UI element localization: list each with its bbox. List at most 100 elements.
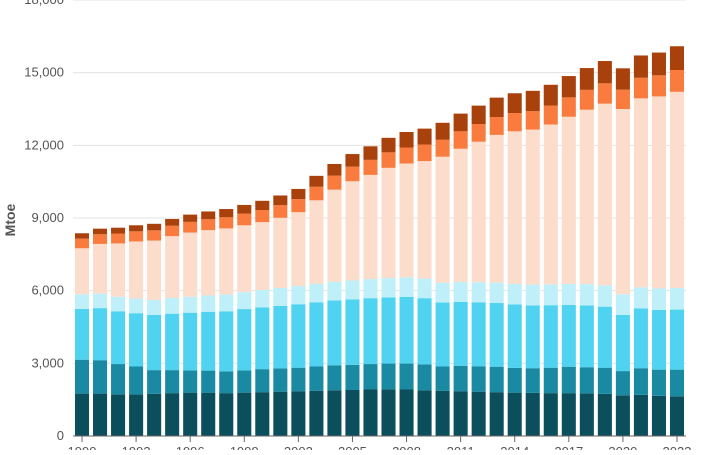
bar-segment[interactable] (561, 393, 576, 436)
bar-segment[interactable] (561, 116, 576, 284)
bar-segment[interactable] (273, 305, 288, 369)
bar-segment[interactable] (327, 300, 342, 366)
bar-segment[interactable] (633, 287, 648, 309)
bar-segment[interactable] (561, 283, 576, 305)
bar-segment[interactable] (507, 131, 522, 284)
bar-segment[interactable] (471, 105, 486, 125)
bar-segment[interactable] (615, 395, 630, 436)
bar-segment[interactable] (489, 116, 504, 135)
bar-segment[interactable] (561, 97, 576, 117)
bar-segment[interactable] (561, 304, 576, 367)
bar-segment[interactable] (237, 309, 252, 371)
bar-segment[interactable] (381, 297, 396, 364)
bar-segment[interactable] (417, 298, 432, 365)
bar-segment[interactable] (615, 68, 630, 90)
bar-segment[interactable] (381, 137, 396, 153)
bar-segment[interactable] (453, 365, 468, 392)
bar-segment[interactable] (291, 391, 306, 436)
bar-segment[interactable] (615, 294, 630, 315)
bar-segment[interactable] (525, 305, 540, 369)
bar-segment[interactable] (435, 282, 450, 303)
bar-segment[interactable] (615, 371, 630, 396)
bar-segment[interactable] (633, 55, 648, 78)
bar-segment[interactable] (399, 277, 414, 297)
bar-segment[interactable] (273, 368, 288, 392)
bar-segment[interactable] (489, 282, 504, 304)
bar-segment[interactable] (345, 280, 360, 300)
bar-segment[interactable] (345, 389, 360, 436)
bar-segment[interactable] (147, 393, 162, 436)
bar-segment[interactable] (201, 370, 216, 393)
bar-segment[interactable] (525, 368, 540, 393)
bar-segment[interactable] (597, 393, 612, 436)
bar-segment[interactable] (309, 302, 324, 367)
bar-segment[interactable] (219, 294, 234, 312)
bar-segment[interactable] (201, 311, 216, 371)
bar-segment[interactable] (579, 284, 594, 306)
bar-segment[interactable] (219, 209, 234, 218)
bar-segment[interactable] (255, 289, 270, 308)
bar-segment[interactable] (74, 248, 90, 295)
bar-segment[interactable] (399, 296, 414, 364)
bar-segment[interactable] (417, 278, 432, 299)
bar-segment[interactable] (543, 367, 558, 394)
bar-segment[interactable] (201, 219, 216, 231)
bar-segment[interactable] (597, 285, 612, 307)
bar-segment[interactable] (579, 367, 594, 394)
bar-segment[interactable] (381, 278, 396, 298)
bar-segment[interactable] (165, 313, 180, 371)
bar-segment[interactable] (111, 227, 126, 234)
bar-segment[interactable] (597, 83, 612, 104)
bar-segment[interactable] (471, 141, 486, 283)
bar-segment[interactable] (669, 309, 685, 370)
bar-segment[interactable] (561, 76, 576, 98)
bar-segment[interactable] (273, 288, 288, 306)
bar-segment[interactable] (183, 392, 198, 436)
bar-segment[interactable] (129, 366, 144, 395)
bar-segment[interactable] (201, 230, 216, 296)
bar-segment[interactable] (255, 210, 270, 223)
bar-segment[interactable] (453, 148, 468, 282)
bar-segment[interactable] (183, 214, 198, 222)
bar-segment[interactable] (129, 298, 144, 314)
bar-segment[interactable] (633, 394, 648, 436)
bar-segment[interactable] (489, 134, 504, 283)
bar-segment[interactable] (507, 283, 522, 305)
bar-segment[interactable] (669, 396, 685, 436)
bar-segment[interactable] (183, 370, 198, 393)
bar-segment[interactable] (597, 367, 612, 394)
bar-segment[interactable] (309, 175, 324, 187)
bar-segment[interactable] (291, 286, 306, 305)
bar-segment[interactable] (111, 233, 126, 244)
bar-segment[interactable] (381, 167, 396, 279)
bar-segment[interactable] (291, 367, 306, 392)
bar-segment[interactable] (327, 390, 342, 436)
bar-segment[interactable] (417, 128, 432, 145)
bar-segment[interactable] (363, 279, 378, 299)
bar-segment[interactable] (93, 293, 108, 309)
bar-segment[interactable] (147, 223, 162, 231)
bar-segment[interactable] (615, 109, 630, 295)
bar-segment[interactable] (111, 364, 126, 395)
bar-segment[interactable] (291, 199, 306, 213)
bar-segment[interactable] (489, 303, 504, 367)
bar-segment[interactable] (525, 392, 540, 436)
bar-segment[interactable] (111, 311, 126, 365)
bar-segment[interactable] (255, 200, 270, 210)
bar-segment[interactable] (453, 391, 468, 436)
bar-segment[interactable] (471, 366, 486, 392)
bar-segment[interactable] (543, 393, 558, 436)
bar-segment[interactable] (543, 84, 558, 106)
bar-segment[interactable] (669, 288, 685, 310)
bar-segment[interactable] (381, 389, 396, 436)
bar-segment[interactable] (74, 393, 90, 436)
bar-segment[interactable] (597, 103, 612, 286)
bar-segment[interactable] (201, 392, 216, 436)
bar-segment[interactable] (651, 309, 666, 370)
bar-segment[interactable] (543, 305, 558, 368)
bar-segment[interactable] (561, 366, 576, 394)
bar-segment[interactable] (273, 391, 288, 436)
bar-segment[interactable] (489, 392, 504, 436)
bar-segment[interactable] (471, 282, 486, 303)
bar-segment[interactable] (669, 91, 685, 288)
